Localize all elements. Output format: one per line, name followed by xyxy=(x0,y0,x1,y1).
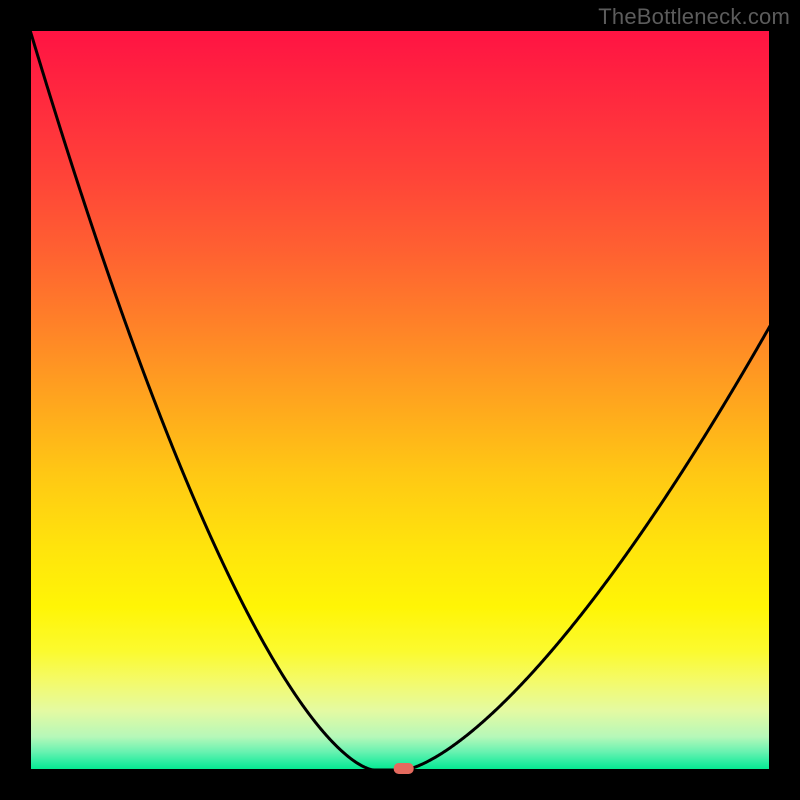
chart-stage: TheBottleneck.com xyxy=(0,0,800,800)
chart-svg xyxy=(0,0,800,800)
watermark-text: TheBottleneck.com xyxy=(598,4,790,30)
plot-area xyxy=(30,30,770,770)
optimal-marker xyxy=(394,763,414,774)
